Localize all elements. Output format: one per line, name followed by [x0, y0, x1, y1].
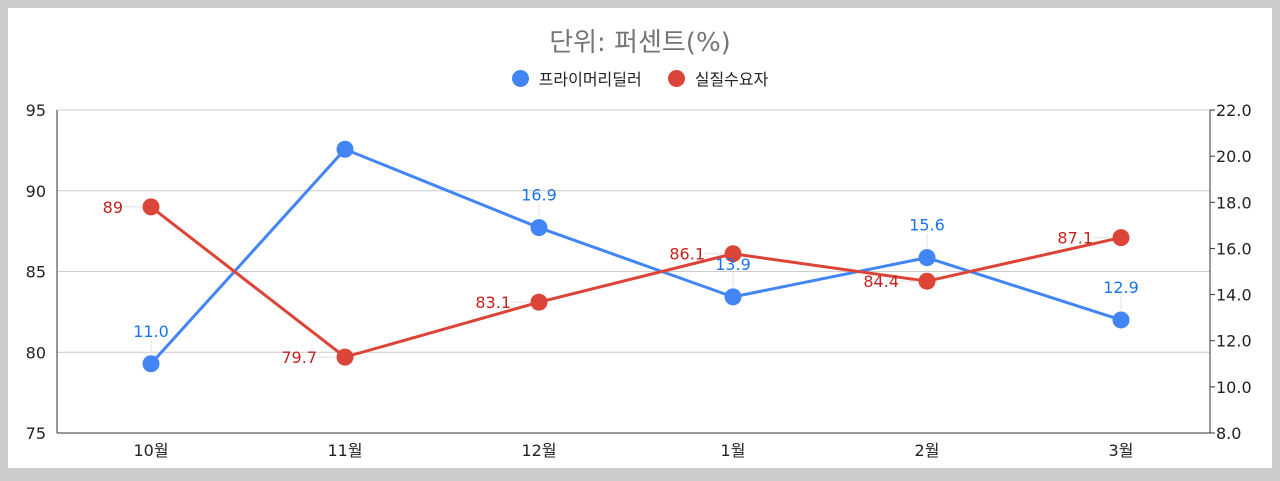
- y-right-tick-label: 16.0: [1216, 239, 1252, 258]
- x-tick-label: 2월: [915, 441, 940, 460]
- x-tick-label: 3월: [1109, 441, 1134, 460]
- y-right-tick-label: 12.0: [1216, 332, 1252, 351]
- x-tick-label: 12월: [521, 441, 556, 460]
- chart-card: 단위: 퍼센트(%) 프라이머리딜러 실질수요자: [8, 8, 1272, 468]
- series-0-point: [724, 288, 742, 306]
- legend-item-primary-dealer: 프라이머리딜러: [511, 66, 642, 90]
- y-right-tick-label: 22.0: [1216, 101, 1252, 120]
- series-1-point: [142, 198, 160, 216]
- y-right-tick-label: 10.0: [1216, 378, 1252, 397]
- data-label: 84.4: [863, 272, 899, 291]
- legend-marker-end-user: [667, 69, 685, 87]
- series-1-point: [724, 245, 742, 263]
- chart-legend: 프라이머리딜러 실질수요자: [8, 66, 1272, 90]
- data-label: 86.1: [669, 245, 705, 264]
- series-0-point: [142, 355, 160, 373]
- series-0-point: [1112, 311, 1130, 329]
- legend-marker-primary-dealer: [511, 69, 529, 87]
- data-label: 79.7: [281, 348, 317, 367]
- y-left-tick-label: 95: [26, 101, 46, 120]
- y-left-tick-label: 85: [26, 263, 46, 282]
- data-label: 11.0: [133, 322, 169, 341]
- y-right-tick-label: 20.0: [1216, 147, 1252, 166]
- series-1-point: [530, 293, 548, 311]
- legend-label-primary-dealer: 프라이머리딜러: [538, 70, 642, 89]
- y-left-tick-label: 90: [26, 182, 46, 201]
- data-label: 89: [103, 198, 123, 217]
- series-line-1: [150, 205, 1122, 359]
- series-1-point: [1112, 229, 1130, 247]
- data-label: 83.1: [475, 293, 511, 312]
- x-tick-label: 10월: [133, 441, 168, 460]
- data-label: 16.9: [521, 186, 557, 205]
- data-label: 15.6: [909, 216, 945, 235]
- series-0-point: [918, 249, 936, 267]
- legend-item-end-user: 실질수요자: [667, 66, 769, 90]
- y-left-tick-label: 80: [26, 343, 46, 362]
- series-line-0: [149, 147, 1122, 365]
- x-tick-label: 11월: [327, 441, 362, 460]
- y-right-tick-label: 8.0: [1216, 424, 1241, 443]
- legend-label-end-user: 실질수요자: [694, 70, 769, 89]
- data-label: 13.9: [715, 255, 751, 274]
- data-label: 12.9: [1103, 278, 1139, 297]
- series-0-point: [336, 140, 354, 158]
- series-1-point: [918, 272, 936, 290]
- data-label: 87.1: [1057, 229, 1093, 248]
- x-tick-label: 1월: [721, 441, 746, 460]
- y-right-tick-label: 14.0: [1216, 286, 1252, 305]
- chart-title: 단위: 퍼센트(%): [549, 28, 731, 58]
- series-1-point: [336, 348, 354, 366]
- series-0-point: [530, 219, 548, 237]
- y-right-tick-label: 18.0: [1216, 193, 1252, 212]
- y-left-tick-label: 75: [26, 424, 46, 443]
